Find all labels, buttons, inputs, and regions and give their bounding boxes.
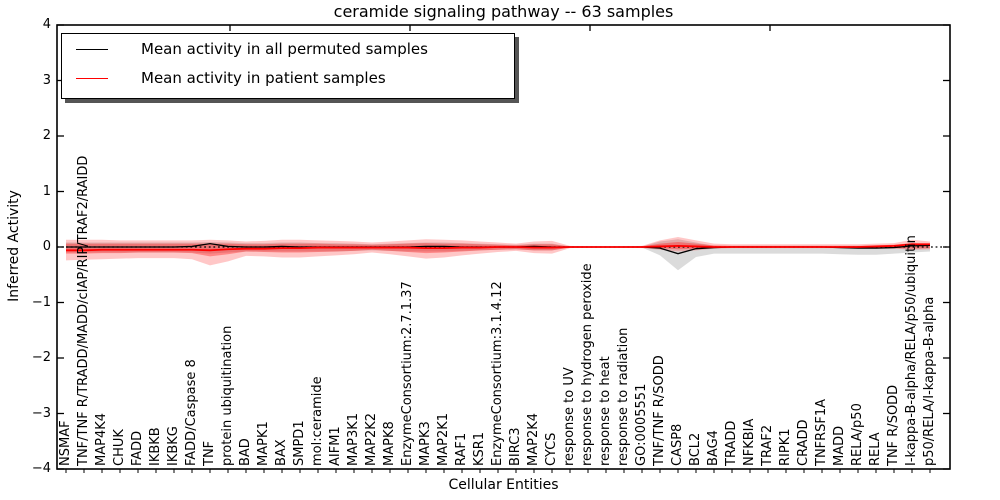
x-tick-label: TNF [202, 440, 217, 466]
y-tick-label: 4 [42, 17, 51, 32]
x-tick-label: TNFRSF1A [814, 398, 829, 466]
x-tick-label: NSMAF [58, 420, 73, 466]
x-tick-label: response to hydrogen peroxide [580, 263, 595, 466]
x-tick-label: response to heat [598, 356, 613, 466]
x-tick-label: EnzymeConsortium:3.1.4.12 [490, 281, 505, 466]
x-tick-label: SMPD1 [292, 420, 307, 466]
x-tick-label: CHUK [112, 429, 127, 466]
y-tick-label: −2 [31, 350, 51, 365]
y-tick-label: 0 [42, 239, 51, 254]
y-tick-label: 2 [42, 128, 51, 143]
legend-item-permuted: Mean activity in all permuted samples [62, 35, 514, 64]
y-tick-label: −4 [31, 461, 51, 476]
x-tick-label: MAPK3 [418, 421, 433, 466]
x-tick-label: MAP3K1 [346, 412, 361, 466]
band-patient-std-outer [66, 237, 930, 266]
x-tick-label: NFKBIA [742, 418, 757, 466]
x-tick-label: BIRC3 [508, 427, 523, 467]
x-tick-label: MADD [832, 425, 847, 466]
x-tick-label: I-kappa-B-alpha/RELA/p50/ubiquitin [904, 235, 919, 466]
x-tick-label: IKBKB [148, 427, 163, 466]
x-tick-label: MAPK1 [256, 421, 271, 466]
x-tick-label: RELA [868, 432, 883, 466]
legend-line-permuted-swatch [76, 49, 108, 50]
x-tick-label: MAP2K4 [526, 412, 541, 466]
x-tick-label: RAF1 [454, 432, 469, 466]
legend-line-patient-swatch [76, 78, 108, 79]
x-tick-label: response to radiation [616, 327, 631, 466]
y-tick-label: −1 [31, 294, 51, 310]
y-tick-label: 1 [42, 183, 51, 199]
x-tick-label: CYCS [544, 432, 559, 466]
x-tick-label: RIPK1 [778, 428, 793, 466]
x-tick-label: AIFM1 [328, 426, 343, 466]
x-tick-label: FADD/Caspase 8 [184, 359, 199, 466]
x-tick-label: MAP2K2 [364, 412, 379, 466]
x-tick-label: response to UV [562, 367, 577, 466]
legend-item-patient: Mean activity in patient samples [62, 64, 514, 93]
x-tick-label: TRADD [724, 420, 739, 466]
x-tick-label: TNF/TNF R/TRADD/MADD/cIAP/RIP/TRAF2/RAID… [76, 155, 91, 466]
x-tick-label: protein ubiquitination [220, 325, 235, 466]
x-tick-label: BAG4 [706, 430, 721, 466]
band-patient-std-inner [66, 242, 930, 257]
x-tick-label: GO:0005551 [634, 383, 649, 466]
x-axis-label: Cellular Entities [448, 477, 559, 493]
x-tick-label: MAP2K1 [436, 412, 451, 466]
series-line-patient [66, 243, 930, 252]
legend-label-permuted: Mean activity in all permuted samples [141, 40, 428, 58]
x-tick-label: FADD [130, 430, 145, 466]
x-tick-label: BAX [274, 439, 289, 466]
x-tick-label: CASP8 [670, 423, 685, 466]
legend-label-patient: Mean activity in patient samples [141, 69, 386, 87]
x-tick-label: TRAF2 [760, 424, 775, 466]
x-tick-label: MAP4K4 [94, 412, 109, 466]
y-tick-label: −3 [31, 405, 51, 421]
x-tick-label: p50/RELA/I-kappa-B-alpha [922, 296, 937, 466]
chart-title: ceramide signaling pathway -- 63 samples [333, 2, 674, 21]
x-tick-label: MAPK8 [382, 421, 397, 466]
x-tick-label: mol:ceramide [310, 376, 325, 466]
x-tick-label: BAD [238, 438, 253, 466]
x-tick-label: TNF/TNF R/SODD [652, 355, 667, 466]
legend: Mean activity in all permuted samples Me… [61, 33, 515, 99]
x-tick-label: EnzymeConsortium:2.7.1.37 [400, 281, 415, 466]
y-tick-label: 3 [42, 72, 51, 88]
x-tick-label: CRADD [796, 419, 811, 467]
x-tick-label: BCL2 [688, 432, 703, 466]
x-tick-label: KSR1 [472, 431, 487, 466]
x-tick-label: RELA/p50 [850, 403, 865, 466]
x-tick-label: IKBKG [166, 426, 181, 466]
x-tick-label: TNF R/SODD [886, 384, 901, 466]
